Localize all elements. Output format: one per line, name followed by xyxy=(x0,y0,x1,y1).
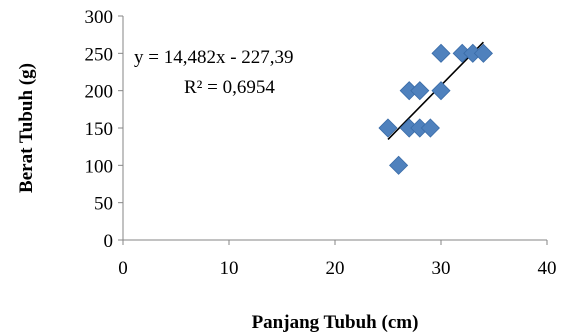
y-tick-label: 250 xyxy=(85,44,114,65)
data-point xyxy=(378,118,398,138)
y-tick-label: 0 xyxy=(104,231,114,252)
y-tick-label: 300 xyxy=(85,7,114,28)
y-tick-label: 150 xyxy=(85,119,114,140)
data-point xyxy=(473,43,493,63)
equation-label: y = 14,482x - 227,39 xyxy=(134,47,294,68)
data-point xyxy=(420,118,440,138)
x-axis-title: Panjang Tubuh (cm) xyxy=(252,312,419,333)
data-point xyxy=(431,81,451,101)
y-tick-label: 200 xyxy=(85,82,114,103)
y-axis-title: Berat Tubuh (g) xyxy=(16,63,37,193)
x-tick-label: 0 xyxy=(118,258,128,279)
trendline-annotations: y = 14,482x - 227,39 R² = 0,6954 xyxy=(134,47,294,98)
y-tick-label: 50 xyxy=(94,194,113,215)
x-ticks: 0 10 20 30 40 xyxy=(118,240,557,279)
data-point xyxy=(431,43,451,63)
x-tick-label: 30 xyxy=(432,258,451,279)
y-ticks: 0 50 100 150 200 250 300 xyxy=(85,7,123,252)
data-points xyxy=(378,43,493,175)
y-tick-label: 100 xyxy=(85,156,114,177)
data-point xyxy=(389,155,409,175)
data-point xyxy=(410,81,430,101)
x-tick-label: 20 xyxy=(326,258,345,279)
x-tick-label: 10 xyxy=(220,258,239,279)
r-squared-label: R² = 0,6954 xyxy=(184,77,275,98)
x-tick-label: 40 xyxy=(538,258,557,279)
